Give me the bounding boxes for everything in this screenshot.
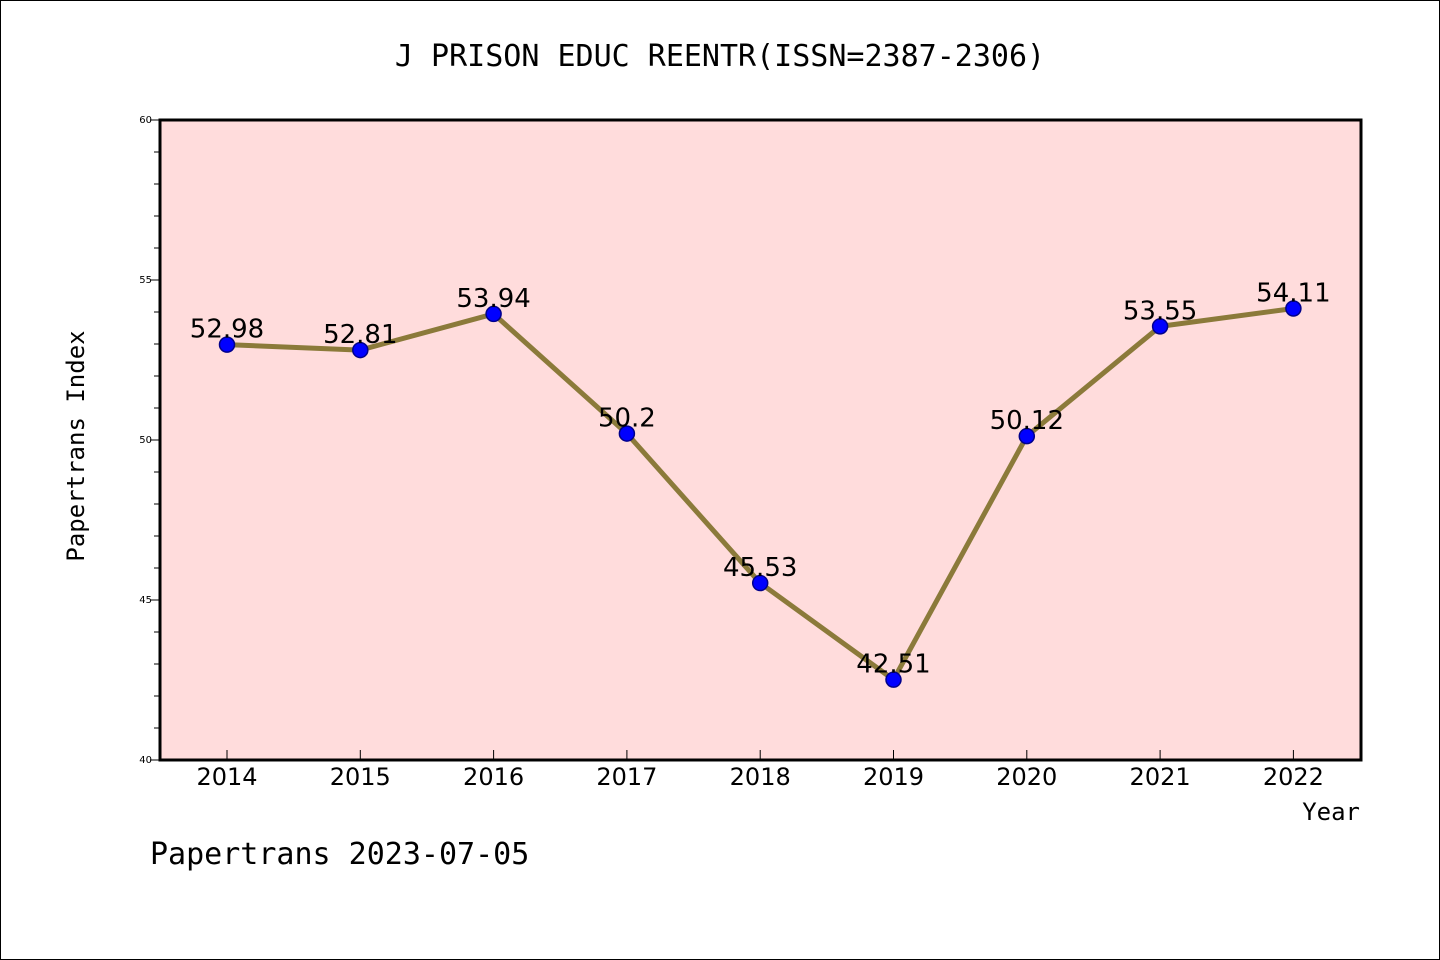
data-label: 50.12	[990, 406, 1064, 436]
data-point	[218, 336, 236, 353]
data-point	[1285, 300, 1302, 317]
x-tick-label: 2020	[996, 763, 1057, 791]
y-tick-label: 55	[139, 275, 152, 286]
data-point	[1151, 318, 1169, 335]
x-tick-label: 2014	[196, 763, 257, 791]
data-point	[352, 341, 369, 359]
data-label: 53.55	[1123, 296, 1197, 326]
plot-area	[158, 118, 1363, 762]
data-label: 54.11	[1256, 278, 1330, 308]
x-axis-label: Year	[1302, 798, 1360, 826]
x-axis-ticks: 2014 2015 2016 2017 2018 2019 2020 2021 2022	[196, 750, 1324, 791]
y-tick-label: 40	[139, 755, 152, 766]
data-point	[485, 305, 502, 323]
data-label: 50.2	[598, 404, 656, 434]
x-tick-label: 2021	[1130, 763, 1191, 791]
x-tick-label: 2019	[863, 763, 924, 791]
chart-title: J PRISON EDUC REENTR(ISSN=2387-2306)	[395, 39, 1045, 74]
x-tick-label: 2017	[596, 763, 657, 791]
data-point	[751, 574, 769, 592]
y-tick-label: 45	[139, 595, 152, 606]
y-axis-ticks: 40 45 50 55 60	[139, 115, 160, 766]
data-label: 45.53	[723, 553, 797, 583]
x-tick-label: 2018	[730, 763, 791, 791]
y-tick-label: 60	[139, 115, 152, 126]
data-point	[618, 425, 636, 442]
data-label: 42.51	[856, 650, 930, 680]
data-labels: 52.98 52.81 53.94 50.2 45.53 42.51 50.12 53.55 5…	[190, 278, 1331, 679]
data-label: 52.81	[323, 320, 397, 350]
data-label: 53.94	[456, 284, 530, 314]
y-tick-label: 50	[139, 435, 152, 446]
x-tick-label: 2016	[463, 763, 524, 791]
data-label: 52.98	[190, 315, 264, 345]
y-axis-label: Papertrans Index	[62, 330, 90, 561]
x-tick-label: 2022	[1263, 763, 1324, 791]
footer-date: Papertrans 2023-07-05	[150, 837, 529, 872]
x-tick-label: 2015	[330, 763, 391, 791]
series-group	[218, 300, 1302, 688]
data-point	[885, 671, 902, 688]
data-point	[1018, 427, 1036, 445]
